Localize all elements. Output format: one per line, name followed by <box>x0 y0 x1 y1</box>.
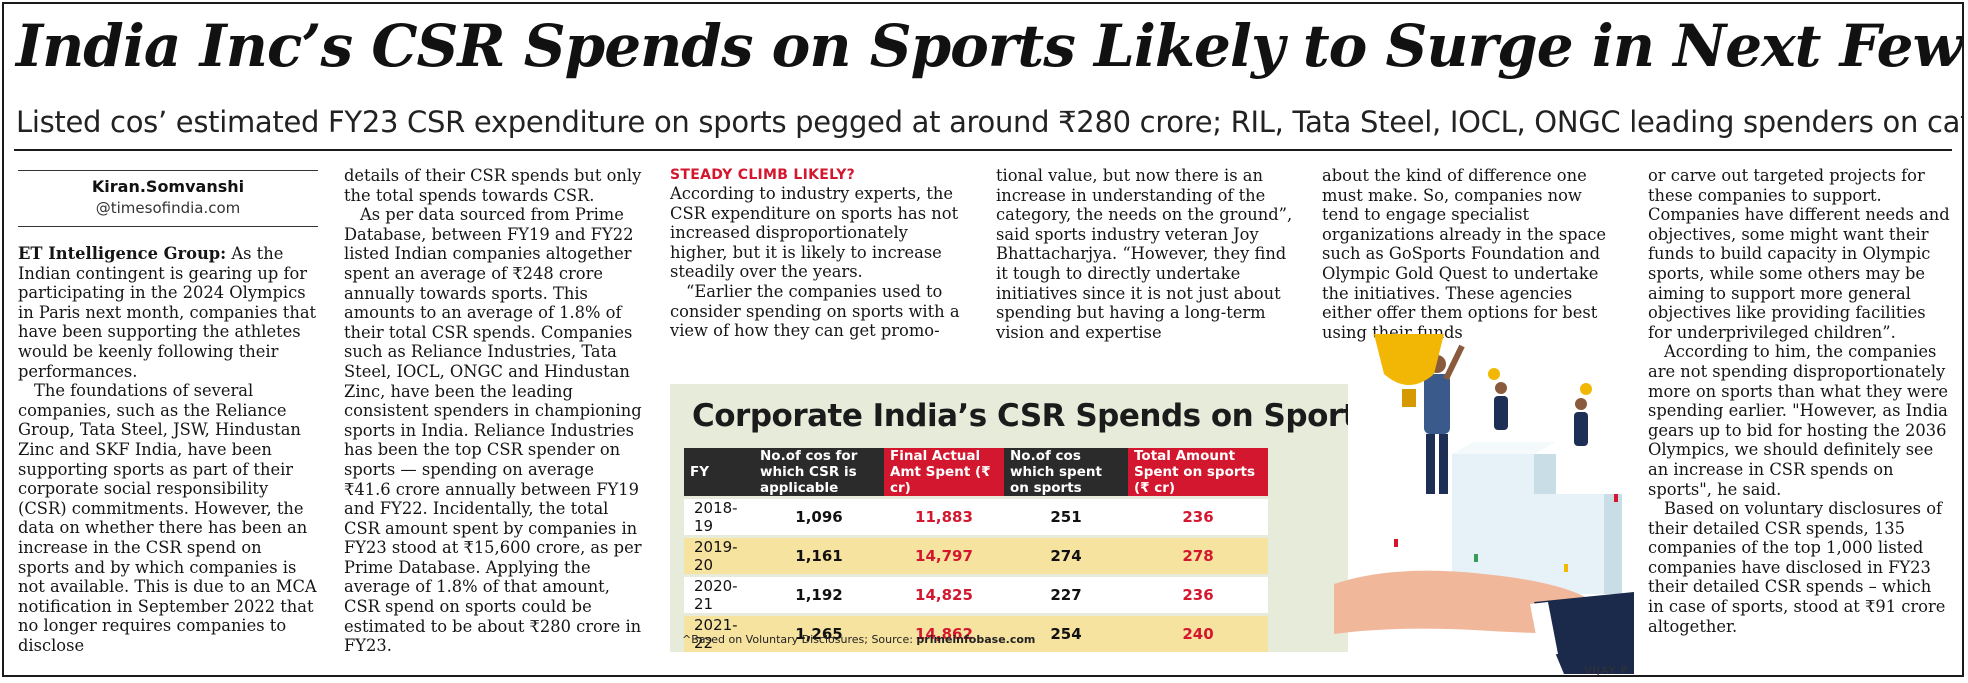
cell-sports-amount: 240 <box>1128 616 1268 652</box>
col2-paragraph-2: As per data sourced from Prime Database,… <box>344 205 642 656</box>
header-cos-sports: No.of cos which spent on sports <box>1004 448 1128 496</box>
podium-icon <box>1452 442 1622 594</box>
byline-rule-bottom <box>18 226 318 227</box>
col5-paragraph-1: about the kind of difference one must ma… <box>1322 166 1607 342</box>
cell-amount-spent: 11,883 <box>884 499 1004 535</box>
col1-paragraph-1: ET Intelligence Group: As the Indian con… <box>18 244 317 381</box>
header-cos-applicable: No.of cos for which CSR is applicable <box>754 448 884 496</box>
cell-fy: 2021-22 <box>684 616 754 652</box>
column-5: about the kind of difference one must ma… <box>1322 166 1622 342</box>
table-row: 2020-21 1,192 14,825 227 236 <box>684 577 1268 613</box>
cell-fy: 2019-20 <box>684 538 754 574</box>
dateline: ET Intelligence Group: <box>18 244 227 263</box>
col4-paragraph-1: tional value, but now there is an increa… <box>996 166 1293 342</box>
source-link: primeinfobase.com <box>916 633 1036 646</box>
chart-source-note: ^Based on Voluntary Disclosures; Source:… <box>682 633 1036 646</box>
table-header-row: FY No.of cos for which CSR is applicable… <box>684 448 1268 496</box>
artist-credit: VIJAY P <box>1584 664 1629 677</box>
csr-table-graphic: Corporate India’s CSR Spends on Sports F… <box>670 384 1348 652</box>
column-4: tional value, but now there is an increa… <box>996 166 1296 342</box>
col3-paragraph-1: According to industry experts, the CSR e… <box>670 184 959 282</box>
cell-sports-amount: 236 <box>1128 577 1268 613</box>
cell-cos-sports: 251 <box>1004 499 1128 535</box>
col6-paragraph-3: Based on voluntary disclosures of their … <box>1648 499 1946 636</box>
header-rule <box>14 149 1952 151</box>
cell-cos-sports: 254 <box>1004 616 1128 652</box>
table-body: 2018-19 1,096 11,883 251 236 2019-20 1,161 14,7… <box>684 499 1268 652</box>
cell-amount-spent: 14,862 <box>884 616 1004 652</box>
cell-amount-spent: 14,797 <box>884 538 1004 574</box>
col1-paragraph-2: The foundations of several companies, su… <box>18 381 317 655</box>
table-row: 2021-22 1,265 14,862 254 240 <box>684 616 1268 652</box>
header-amount-spent: Final Actual Amt Spent (₹ cr) <box>884 448 1004 496</box>
cell-fy: 2018-19 <box>684 499 754 535</box>
cell-cos-sports: 274 <box>1004 538 1128 574</box>
cell-cos-applicable: 1,096 <box>754 499 884 535</box>
col6-paragraph-2: According to him, the companies are not … <box>1648 342 1949 499</box>
section-kicker: STEADY CLIMB LIKELY? <box>670 167 856 183</box>
col6-paragraph-1: or carve out targeted projects for these… <box>1648 166 1950 342</box>
cell-fy: 2020-21 <box>684 577 754 613</box>
col3-paragraph-2: “Earlier the companies used to consider … <box>670 281 960 341</box>
cell-cos-applicable: 1,265 <box>754 616 884 652</box>
byline-name: Kiran.Somvanshi <box>91 177 245 196</box>
confetti-icon <box>1394 494 1618 572</box>
open-hand-icon <box>1334 570 1634 674</box>
gold-trophy-icon <box>1374 334 1444 407</box>
column-1: ET Intelligence Group: As the Indian con… <box>18 244 318 655</box>
column-3: STEADY CLIMB LIKELY? According to indust… <box>670 166 970 341</box>
csr-table: FY No.of cos for which CSR is applicable… <box>684 445 1268 652</box>
column-6: or carve out targeted projects for these… <box>1648 166 1952 636</box>
trophy-hand-illustration <box>1334 334 1634 674</box>
cell-cos-sports: 227 <box>1004 577 1128 613</box>
subheadline: Listed cos’ estimated FY23 CSR expenditu… <box>16 105 1964 139</box>
column-2: details of their CSR spends but only the… <box>344 166 644 656</box>
byline-rule-top <box>18 170 318 171</box>
cell-cos-applicable: 1,192 <box>754 577 884 613</box>
headline: India Inc’s CSR Spends on Sports Likely … <box>16 12 1964 80</box>
byline-handle: @timesofindia.com <box>95 199 241 217</box>
small-athletes-icon <box>1488 368 1592 446</box>
header-sports-amount: Total Amount Spent on sports (₹ cr) <box>1128 448 1268 496</box>
cell-sports-amount: 236 <box>1128 499 1268 535</box>
cell-cos-applicable: 1,161 <box>754 538 884 574</box>
table-row: 2019-20 1,161 14,797 274 278 <box>684 538 1268 574</box>
col2-paragraph-1: details of their CSR spends but only the… <box>344 166 642 205</box>
cell-amount-spent: 14,825 <box>884 577 1004 613</box>
table-row: 2018-19 1,096 11,883 251 236 <box>684 499 1268 535</box>
chart-title: Corporate India’s CSR Spends on Sports <box>692 398 1348 434</box>
header-fy: FY <box>684 448 754 496</box>
cell-sports-amount: 278 <box>1128 538 1268 574</box>
